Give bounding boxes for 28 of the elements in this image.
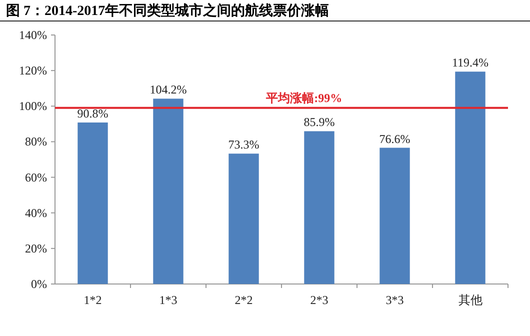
y-tick-label: 0% bbox=[31, 277, 47, 291]
bar bbox=[455, 72, 486, 284]
data-label: 76.6% bbox=[379, 132, 410, 146]
chart-title: 图 7：2014-2017年不同类型城市之间的航线票价涨幅 bbox=[6, 2, 330, 19]
y-tick-label: 40% bbox=[25, 206, 47, 220]
data-label: 119.4% bbox=[452, 56, 489, 70]
x-tick-label: 2*2 bbox=[234, 293, 253, 307]
ref-line-label: 平均涨幅:99% bbox=[265, 90, 342, 105]
data-label: 90.8% bbox=[77, 106, 108, 121]
y-tick-label: 120% bbox=[19, 64, 47, 78]
bar bbox=[304, 131, 334, 284]
data-label: 85.9% bbox=[304, 115, 335, 130]
x-tick-label: 其他 bbox=[458, 293, 482, 307]
bar bbox=[78, 122, 108, 284]
y-tick-label: 20% bbox=[25, 241, 47, 256]
y-tick-label: 60% bbox=[25, 170, 47, 184]
data-label: 104.2% bbox=[150, 82, 187, 97]
x-tick-label: 2*3 bbox=[310, 293, 328, 307]
x-tick-label: 3*3 bbox=[386, 293, 404, 307]
y-tick-label: 80% bbox=[25, 134, 47, 149]
x-tick-label: 1*3 bbox=[159, 293, 178, 307]
y-tick-label: 140% bbox=[19, 28, 47, 42]
bar bbox=[228, 154, 259, 284]
x-tick-label: 1*2 bbox=[84, 293, 102, 307]
bar bbox=[380, 148, 410, 284]
bar bbox=[153, 98, 184, 284]
data-label: 73.3% bbox=[228, 138, 260, 152]
y-tick-label: 100% bbox=[19, 99, 47, 114]
